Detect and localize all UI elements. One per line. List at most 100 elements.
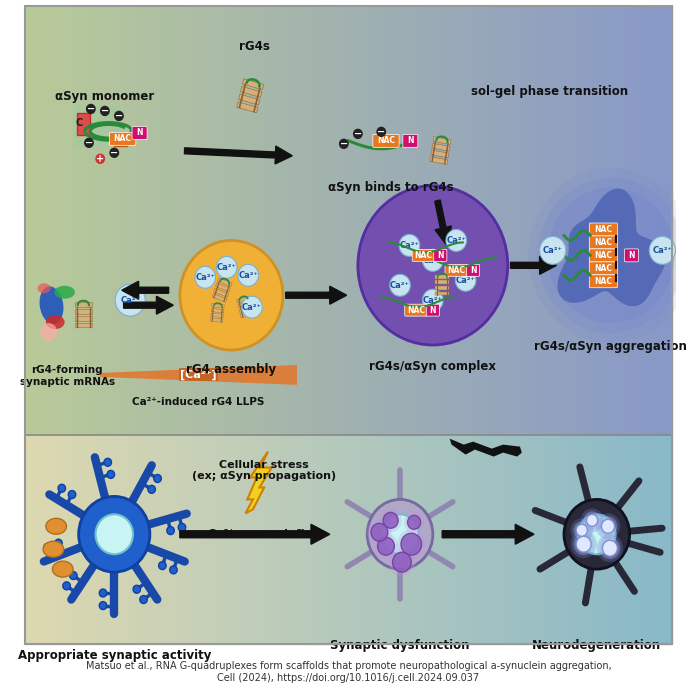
- Text: Ca²⁺: Ca²⁺: [195, 273, 215, 282]
- Bar: [323, 435, 327, 644]
- Text: Ca²⁺: Ca²⁺: [423, 295, 443, 304]
- Bar: [495, 6, 499, 435]
- Circle shape: [101, 106, 109, 116]
- Bar: [340, 435, 344, 644]
- Bar: [344, 435, 349, 644]
- Bar: [318, 435, 323, 644]
- Circle shape: [99, 601, 107, 610]
- Bar: [232, 6, 237, 435]
- Bar: [293, 6, 297, 435]
- Bar: [478, 435, 482, 644]
- Bar: [60, 6, 64, 435]
- Bar: [146, 6, 150, 435]
- Circle shape: [446, 230, 467, 251]
- Bar: [430, 150, 449, 158]
- Bar: [211, 304, 224, 308]
- Bar: [197, 6, 202, 435]
- Circle shape: [368, 499, 433, 569]
- Text: αSyn binds to rG4s: αSyn binds to rG4s: [328, 181, 454, 194]
- Circle shape: [596, 513, 620, 539]
- Bar: [133, 435, 137, 644]
- Bar: [512, 435, 517, 644]
- Text: NAC: NAC: [407, 306, 425, 315]
- Bar: [435, 6, 439, 435]
- Circle shape: [570, 518, 593, 542]
- Bar: [51, 6, 55, 435]
- Polygon shape: [510, 256, 556, 274]
- Bar: [547, 6, 551, 435]
- Circle shape: [587, 514, 598, 526]
- Bar: [422, 6, 426, 435]
- Circle shape: [407, 515, 421, 529]
- Circle shape: [371, 524, 388, 541]
- Bar: [202, 435, 206, 644]
- Bar: [417, 435, 422, 644]
- Bar: [305, 435, 309, 644]
- Bar: [433, 136, 451, 144]
- Bar: [293, 435, 297, 644]
- Bar: [137, 6, 141, 435]
- Bar: [452, 6, 456, 435]
- Bar: [400, 6, 405, 435]
- FancyBboxPatch shape: [110, 132, 136, 146]
- Bar: [271, 435, 275, 644]
- Bar: [215, 435, 219, 644]
- Bar: [370, 435, 374, 644]
- Bar: [335, 6, 340, 435]
- Bar: [85, 6, 90, 435]
- Circle shape: [399, 234, 420, 256]
- Bar: [370, 6, 374, 435]
- Text: rG4s: rG4s: [239, 40, 270, 52]
- Bar: [473, 435, 478, 644]
- Bar: [237, 296, 251, 303]
- Bar: [258, 6, 262, 435]
- Bar: [279, 435, 284, 644]
- Bar: [590, 6, 594, 435]
- Bar: [508, 435, 512, 644]
- Bar: [642, 6, 646, 435]
- Bar: [361, 6, 365, 435]
- Bar: [456, 435, 461, 644]
- Bar: [430, 6, 435, 435]
- Bar: [624, 435, 629, 644]
- Circle shape: [95, 514, 133, 554]
- FancyBboxPatch shape: [624, 249, 638, 262]
- Bar: [568, 6, 573, 435]
- Bar: [564, 6, 568, 435]
- Bar: [279, 6, 284, 435]
- Bar: [447, 6, 452, 435]
- Bar: [262, 435, 267, 644]
- Text: Matsuo et al., RNA G-quadruplexes form scaffolds that promote neuropathological : Matsuo et al., RNA G-quadruplexes form s…: [85, 661, 611, 671]
- Circle shape: [601, 519, 615, 533]
- Circle shape: [85, 139, 93, 147]
- Circle shape: [401, 533, 421, 555]
- Bar: [241, 6, 245, 435]
- Bar: [667, 6, 672, 435]
- Bar: [439, 435, 443, 644]
- Bar: [163, 6, 167, 435]
- Bar: [141, 6, 146, 435]
- Bar: [228, 435, 232, 644]
- FancyBboxPatch shape: [405, 304, 427, 316]
- Bar: [482, 435, 486, 644]
- Text: NAC: NAC: [447, 266, 466, 275]
- Bar: [383, 435, 387, 644]
- FancyBboxPatch shape: [373, 134, 399, 147]
- Polygon shape: [100, 365, 297, 385]
- Bar: [499, 435, 504, 644]
- Ellipse shape: [37, 284, 50, 293]
- Text: Ca²⁺: Ca²⁺: [390, 281, 410, 290]
- Circle shape: [581, 508, 603, 532]
- Text: NAC: NAC: [113, 134, 132, 144]
- Bar: [29, 435, 34, 644]
- Bar: [598, 6, 603, 435]
- Bar: [650, 435, 655, 644]
- Bar: [512, 6, 517, 435]
- Bar: [616, 435, 620, 644]
- Text: −: −: [110, 148, 118, 158]
- Polygon shape: [557, 188, 666, 306]
- Circle shape: [573, 533, 594, 555]
- Bar: [430, 435, 435, 644]
- Bar: [206, 6, 211, 435]
- Bar: [560, 6, 564, 435]
